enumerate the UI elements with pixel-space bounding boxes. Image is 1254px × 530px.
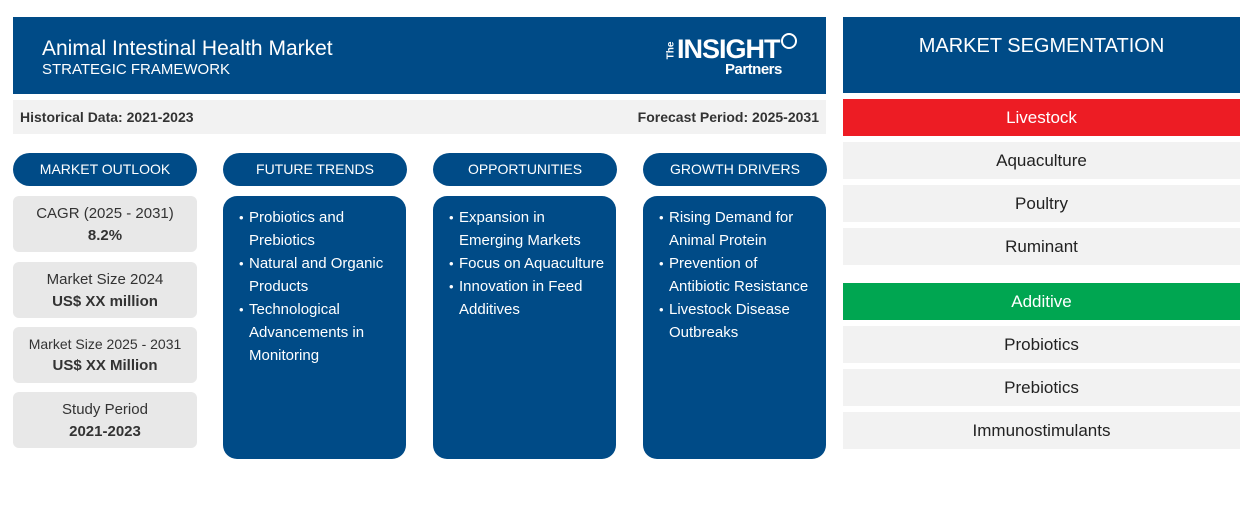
page-subtitle: STRATEGIC FRAMEWORK — [42, 61, 231, 78]
stat-label: Study Period — [62, 401, 148, 418]
segment-heading-livestock: Livestock — [843, 99, 1240, 136]
list-item: Livestock Disease Outbreaks — [659, 298, 818, 344]
list-item: Probiotics and Prebiotics — [239, 206, 398, 252]
stat-label: Market Size 2025 - 2031 — [28, 336, 182, 352]
logo-partners-text: Partners — [725, 61, 782, 78]
forecast-period-label: Forecast Period: 2025-2031 — [637, 109, 819, 125]
list-item: Prevention of Antibiotic Resistance — [659, 252, 818, 298]
future-trends-heading: FUTURE TRENDS — [223, 153, 407, 186]
segment-item: Immunostimulants — [843, 412, 1240, 449]
stat-label: CAGR (2025 - 2031) — [36, 205, 174, 222]
list-item: Rising Demand for Animal Protein — [659, 206, 818, 252]
growth-drivers-heading: GROWTH DRIVERS — [643, 153, 827, 186]
segment-item: Prebiotics — [843, 369, 1240, 406]
insight-partners-logo: The INSIGHT Partners — [664, 31, 804, 81]
logo-ring-icon — [781, 33, 797, 49]
list-item: Innovation in Feed Additives — [449, 275, 608, 321]
stat-value: 2021-2023 — [69, 423, 141, 440]
market-segmentation-heading: MARKET SEGMENTATION — [843, 17, 1240, 93]
stat-market-size-forecast: Market Size 2025 - 2031 US$ XX Million — [13, 327, 197, 383]
page-title: Animal Intestinal Health Market — [42, 37, 333, 60]
list-item: Natural and Organic Products — [239, 252, 398, 298]
historical-data-label: Historical Data: 2021-2023 — [20, 109, 194, 125]
stat-value: US$ XX million — [52, 293, 158, 310]
list-item: Focus on Aquaculture — [449, 252, 608, 275]
segment-item: Probiotics — [843, 326, 1240, 363]
segment-item: Ruminant — [843, 228, 1240, 265]
market-outlook-heading: MARKET OUTLOOK — [13, 153, 197, 186]
stat-market-size-2024: Market Size 2024 US$ XX million — [13, 262, 197, 318]
list-item: Expansion in Emerging Markets — [449, 206, 608, 252]
growth-drivers-card: Rising Demand for Animal Protein Prevent… — [643, 196, 826, 459]
opportunities-card: Expansion in Emerging Markets Focus on A… — [433, 196, 616, 459]
logo-the-text: The — [665, 41, 677, 60]
opportunities-heading: OPPORTUNITIES — [433, 153, 617, 186]
stat-value: 8.2% — [87, 227, 123, 244]
future-trends-card: Probiotics and Prebiotics Natural and Or… — [223, 196, 406, 459]
segment-heading-additive: Additive — [843, 283, 1240, 320]
list-item: Technological Advancements in Monitoring — [239, 298, 398, 367]
segment-item: Poultry — [843, 185, 1240, 222]
stat-cagr: CAGR (2025 - 2031) 8.2% — [13, 196, 197, 252]
stat-value: US$ XX Million — [52, 357, 158, 374]
stat-study-period: Study Period 2021-2023 — [13, 392, 197, 448]
segment-item: Aquaculture — [843, 142, 1240, 179]
period-info-bar: Historical Data: 2021-2023 Forecast Peri… — [13, 100, 826, 134]
stat-label: Market Size 2024 — [46, 271, 164, 288]
header-banner: Animal Intestinal Health Market STRATEGI… — [13, 17, 826, 94]
logo-insight-text: INSIGHT — [677, 34, 781, 64]
